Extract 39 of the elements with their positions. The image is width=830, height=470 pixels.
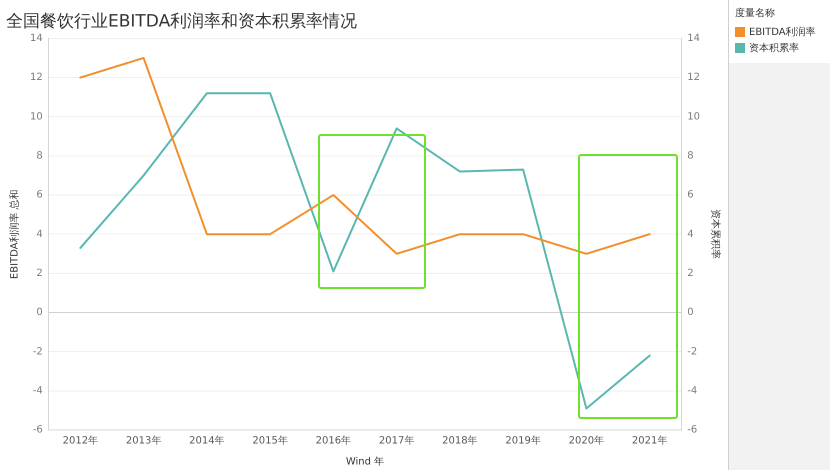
y-tick-label: 8: [36, 150, 43, 162]
y2-tick-label: 0: [687, 307, 694, 318]
y-tick-label: 6: [36, 190, 43, 201]
legend-title: 度量名称: [735, 6, 776, 20]
legend-label: EBITDA利润率: [749, 26, 816, 39]
x-tick-label: 2017年: [378, 434, 414, 447]
x-tick-label: 2019年: [505, 434, 541, 447]
chart-title: 全国餐饮行业EBITDA利润率和资本积累率情况: [6, 12, 358, 32]
y-axis-title: EBITDA利润率 总和: [8, 189, 21, 280]
y-tick-label: -6: [32, 424, 43, 436]
x-axis-title: Wind 年: [346, 456, 384, 468]
y2-tick-label: 8: [687, 150, 694, 162]
x-tick-label: 2020年: [568, 434, 604, 447]
y2-tick-label: 12: [687, 72, 700, 84]
y2-tick-label: 6: [687, 190, 694, 201]
y-tick-label: 12: [30, 72, 43, 84]
y-tick-label: 10: [30, 111, 43, 122]
x-tick-label: 2013年: [126, 434, 162, 447]
y-tick-label: 0: [36, 307, 43, 318]
y2-tick-label: -6: [687, 424, 698, 436]
y-tick-label: -4: [32, 385, 43, 396]
x-tick-label: 2016年: [316, 434, 352, 447]
y-tick-label: -2: [32, 346, 43, 358]
x-tick-label: 2014年: [189, 434, 225, 447]
x-tick-label: 2018年: [442, 434, 478, 447]
y2-tick-label: 14: [687, 32, 700, 44]
y-tick-label: 14: [30, 32, 43, 44]
x-tick-label: 2021年: [632, 434, 668, 447]
y2-tick-label: -2: [687, 346, 698, 358]
x-tick-label: 2012年: [62, 434, 98, 447]
x-tick-label: 2015年: [252, 434, 288, 447]
y2-tick-label: -4: [687, 385, 698, 396]
y-tick-label: 4: [36, 228, 43, 240]
y2-axis-title: 资本累积率: [709, 209, 722, 260]
legend-label: 资本积累率: [749, 42, 799, 55]
y-tick-label: 2: [36, 268, 43, 279]
y2-tick-label: 4: [687, 228, 694, 240]
y2-tick-label: 10: [687, 111, 700, 122]
y2-tick-label: 2: [687, 268, 694, 279]
